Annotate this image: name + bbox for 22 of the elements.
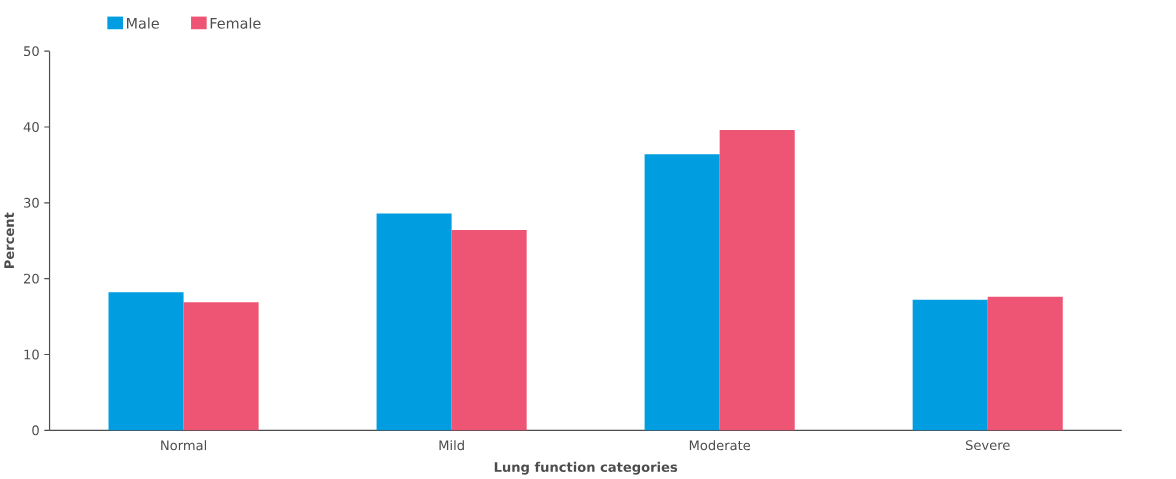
y-tick-label: 40 — [23, 122, 39, 132]
bar — [987, 296, 1063, 431]
legend-label: Male — [127, 17, 159, 29]
x-tick-label: Severe — [965, 440, 1010, 451]
bar — [644, 154, 720, 431]
x-tick-label: Normal — [161, 440, 206, 451]
bar — [108, 292, 184, 431]
bar — [719, 130, 795, 431]
y-tick-label: 0 — [32, 425, 39, 436]
y-tick-label: 10 — [24, 349, 39, 360]
y-tick-label: 30 — [24, 197, 39, 208]
y-axis-title: Percent — [4, 212, 15, 269]
bar — [376, 213, 452, 431]
bar — [451, 230, 527, 431]
x-axis-title: Lung function categories — [494, 461, 678, 475]
y-tick-label: 20 — [24, 273, 39, 284]
legend-label: Female — [210, 17, 261, 29]
x-tick-label: Moderate — [689, 440, 751, 451]
x-tick-label: Mild — [439, 440, 464, 451]
bar — [912, 299, 988, 431]
bar — [183, 302, 259, 431]
y-tick-label: 50 — [24, 46, 39, 57]
